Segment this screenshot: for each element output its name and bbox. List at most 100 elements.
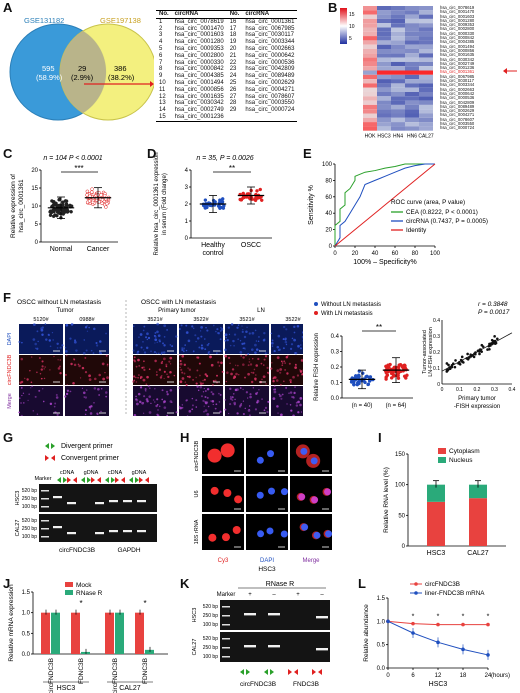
data-point [366, 382, 370, 387]
fish-speck [299, 370, 303, 373]
fish-speck [299, 397, 303, 400]
panel-j-label: J [3, 576, 11, 591]
heatmap-cell [363, 6, 377, 11]
fish-speck [142, 378, 146, 382]
fish-speck [263, 358, 266, 361]
fish-speck [143, 395, 146, 398]
y-tick-label: 100 [322, 162, 333, 168]
fish-speck [148, 395, 152, 398]
fish-speck [230, 323, 234, 326]
table-cell-no: 1 [159, 18, 163, 25]
fish-speck [204, 338, 206, 340]
fish-speck [280, 413, 283, 416]
gene-label: circFNDC3B [59, 547, 95, 554]
heatmap-row-label: hsa_circ_0003550 [440, 121, 475, 127]
convergent-primer-icon [97, 477, 101, 483]
fish-speck [97, 387, 100, 391]
fish-speck [220, 327, 222, 329]
y-tick-label: 0.0 [331, 396, 340, 402]
fish-speck [43, 368, 45, 370]
heatmap-row-label: hsa_circ_0001280 [440, 17, 475, 23]
heatmap-cell [377, 6, 391, 11]
fish-speck [223, 348, 227, 352]
fish-speck [21, 394, 23, 397]
legend-label: Cytoplasm [449, 448, 480, 455]
fish-speck [191, 325, 194, 328]
y-tick-label: 0.5 [377, 643, 386, 649]
cy3-signal [221, 533, 230, 542]
fish-speck [257, 340, 260, 342]
table-row: 5 hsa_circ_0009353 20 hsa_circ_0002663 [156, 46, 297, 53]
bar-mock [41, 612, 50, 654]
data-point [51, 203, 55, 208]
fish-speck [22, 392, 25, 394]
fish-speck [171, 345, 174, 348]
table-row: 13 hsa_circ_0030342 28 hsa_circ_0003550 [156, 100, 297, 107]
lane-label: Marker [34, 476, 51, 482]
fish-speck [142, 329, 145, 332]
sample-label: 0988# [79, 317, 95, 323]
dapi-nucleus [266, 527, 274, 535]
gel-band [137, 500, 146, 503]
bar-rnase [81, 651, 90, 654]
y-tick-label: 40 [325, 211, 332, 217]
fish-speck [255, 374, 257, 376]
divergent-primer-icon [129, 477, 133, 483]
fish-speck [69, 337, 72, 340]
fish-speck [23, 402, 25, 404]
fish-speck [66, 354, 68, 357]
fish-speck [41, 365, 44, 368]
fish-speck [137, 377, 139, 379]
fish-speck [196, 337, 200, 340]
fish-speck [256, 400, 260, 403]
dapi-nucleus [256, 491, 264, 499]
legend-marker [414, 591, 418, 595]
heatmap-cell [419, 23, 433, 28]
fish-speck [88, 405, 92, 409]
table-cell-circrna: hsa_circ_0030117 [245, 32, 294, 39]
fish-speck [135, 365, 138, 368]
fish-speck [178, 328, 181, 330]
fish-speck [200, 325, 204, 329]
divergent-primer-icon [264, 669, 268, 675]
fish-speck [242, 328, 244, 331]
fish-speck [140, 346, 143, 349]
fish-speck [181, 404, 184, 406]
fish-speck [215, 403, 218, 406]
fish-speck [163, 401, 165, 404]
heatmap-cell [419, 79, 433, 84]
fish-speck [156, 398, 159, 401]
table-cell-no: 3 [159, 32, 163, 39]
fish-speck [265, 383, 267, 385]
fish-speck [236, 412, 239, 415]
fish-speck [106, 365, 109, 367]
fish-speck [276, 405, 279, 408]
fish-speck [148, 368, 151, 371]
fish-speck [92, 352, 95, 354]
heatmap-cell [391, 53, 405, 58]
fish-speck [197, 356, 200, 359]
heatmap-cell [405, 23, 419, 28]
fish-speck [165, 365, 168, 367]
fish-speck [95, 342, 98, 345]
heatmap-cell [405, 74, 419, 80]
heatmap-cell [377, 66, 391, 71]
legend-label: Without LN metastasis [321, 302, 381, 308]
table-cell-circrna: hsa_circ_0002800 [174, 52, 224, 59]
gel-band [53, 496, 62, 499]
heatmap-cell [391, 31, 405, 37]
marker-band [41, 498, 49, 500]
gel-k: RNase R Marker + – + – HSC3 520 bp 250 bp 100 bp C… [192, 581, 330, 688]
fish-speck [142, 402, 145, 404]
fish-speck [255, 364, 259, 367]
panel-i-label: I [378, 430, 382, 445]
data-point [494, 341, 498, 345]
table-cell-no: 8 [159, 66, 163, 73]
y-tick-label: 0.5 [22, 631, 31, 637]
fish-speck [293, 391, 296, 395]
legend-divergent: Divergent primer [61, 443, 113, 450]
cy3-signal [207, 448, 222, 463]
fish-speck [296, 374, 300, 377]
fish-speck [225, 336, 227, 339]
